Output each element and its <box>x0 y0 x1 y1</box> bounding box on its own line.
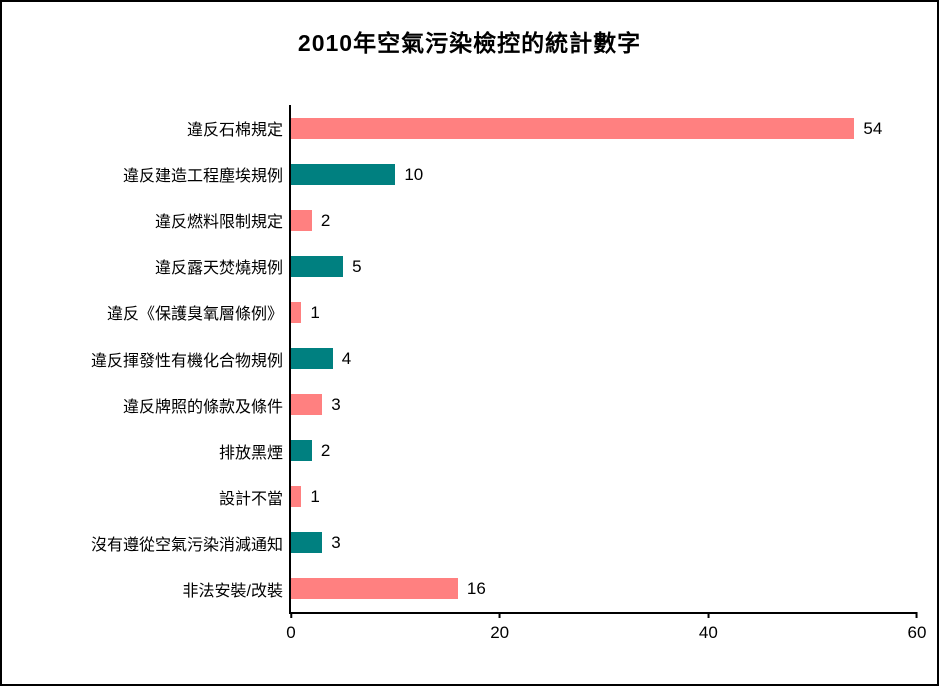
bar-row: 1 <box>291 289 917 335</box>
x-axis: 0 20 40 60 <box>286 612 926 652</box>
bar-row: 3 <box>291 382 917 428</box>
x-axis-tick-mark <box>915 612 918 618</box>
category-label: 違反石棉規定 <box>186 122 283 140</box>
bar <box>291 348 333 370</box>
x-axis-tick-mark <box>498 612 501 618</box>
bar-row: 5 <box>291 243 917 289</box>
bar-value-label: 1 <box>310 302 320 322</box>
bar <box>291 163 396 185</box>
category-label: 違反揮發性有機化合物規例 <box>90 352 283 370</box>
bar-row: 10 <box>291 151 917 197</box>
category-label: 排放黑煙 <box>218 444 283 462</box>
x-axis-tick: 0 <box>286 612 296 643</box>
bar-value-label: 54 <box>863 118 883 138</box>
bar-value-label: 1 <box>310 487 320 507</box>
bar-row: 2 <box>291 197 917 243</box>
bar-value-label: 16 <box>466 579 486 599</box>
bar-row: 3 <box>291 520 917 566</box>
category-label: 違反牌照的條款及條件 <box>122 398 283 416</box>
bar-value-label: 2 <box>320 441 331 461</box>
category-label: 違反《保護臭氧層條例》 <box>106 306 283 324</box>
bar <box>291 117 855 139</box>
plot-area: 54 10 2 5 1 4 3 2 1 3 16 0 20 40 60 <box>286 105 926 642</box>
bar <box>291 486 302 508</box>
x-axis-tick: 20 <box>490 612 509 643</box>
x-axis-tick: 60 <box>907 612 927 643</box>
category-label: 違反建造工程塵埃規例 <box>122 168 283 186</box>
x-axis-tick-mark <box>707 612 710 618</box>
category-label: 非法安裝/改裝 <box>182 582 283 600</box>
bar <box>291 301 302 323</box>
bar-row: 1 <box>291 474 917 520</box>
x-axis-tick-label: 60 <box>907 623 927 642</box>
chart-title: 2010年空氣污染檢控的統計數字 <box>297 30 642 56</box>
category-label: 違反燃料限制規定 <box>154 214 283 232</box>
category-label: 設計不當 <box>218 490 283 508</box>
bar-value-label: 3 <box>331 533 341 553</box>
bar <box>291 394 323 416</box>
bar <box>291 578 458 600</box>
bar-row: 4 <box>291 335 917 381</box>
bar-row: 54 <box>291 105 917 151</box>
bar-row: 16 <box>291 566 917 612</box>
bar-value-label: 4 <box>341 349 352 369</box>
bar-value-label: 10 <box>404 164 424 184</box>
x-axis-tick-label: 40 <box>698 623 718 642</box>
bar-value-label: 3 <box>331 395 341 415</box>
x-axis-tick-mark <box>290 612 292 618</box>
bar <box>291 255 344 277</box>
bar-row: 2 <box>291 428 917 474</box>
bar <box>291 209 312 231</box>
bar-value-label: 5 <box>352 256 362 276</box>
bar-value-label: 2 <box>320 210 331 230</box>
bar <box>291 440 312 462</box>
x-axis-tick-label: 0 <box>286 623 296 642</box>
x-axis-tick: 40 <box>699 612 718 643</box>
plot-rows: 54 10 2 5 1 4 3 2 1 3 16 <box>291 105 917 612</box>
category-axis-labels: 違反石棉規定違反建造工程塵埃規例違反燃料限制規定 違反露天焚燒規例違反《保護臭氧層… <box>2 105 283 612</box>
bar <box>291 532 323 554</box>
x-axis-tick-label: 20 <box>490 623 510 642</box>
category-label: 違反露天焚燒規例 <box>154 260 283 278</box>
category-label: 沒有遵從空氣污染消減通知 <box>90 536 283 554</box>
